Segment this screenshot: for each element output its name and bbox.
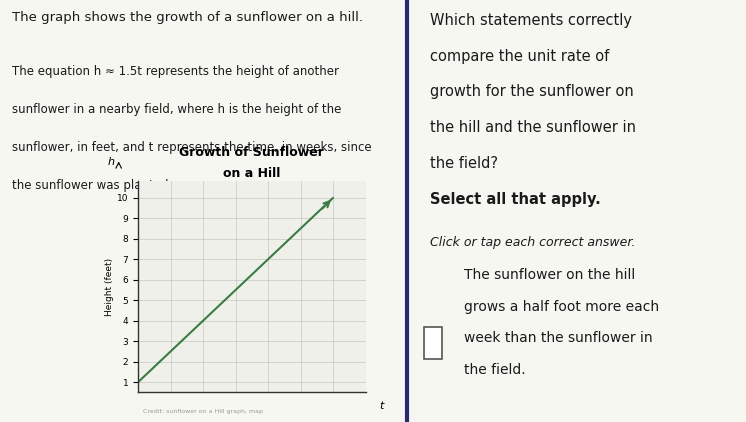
Text: week than the sunflower in: week than the sunflower in bbox=[464, 331, 653, 345]
Text: the hill and the sunflower in: the hill and the sunflower in bbox=[430, 120, 636, 135]
Text: compare the unit rate of: compare the unit rate of bbox=[430, 49, 609, 64]
Text: sunflower, in feet, and t represents the time, in weeks, since: sunflower, in feet, and t represents the… bbox=[12, 141, 372, 154]
Text: h: h bbox=[107, 157, 114, 167]
Text: sunflower in a nearby field, where h is the height of the: sunflower in a nearby field, where h is … bbox=[12, 103, 342, 116]
Text: The sunflower on the hill: The sunflower on the hill bbox=[464, 268, 636, 282]
Text: on a Hill: on a Hill bbox=[223, 167, 280, 180]
Text: growth for the sunflower on: growth for the sunflower on bbox=[430, 84, 634, 100]
Text: Growth of Sunflower: Growth of Sunflower bbox=[179, 146, 325, 159]
Text: t: t bbox=[379, 401, 383, 411]
Text: Select all that apply.: Select all that apply. bbox=[430, 192, 601, 207]
Text: the field?: the field? bbox=[430, 156, 498, 171]
Text: grows a half foot more each: grows a half foot more each bbox=[464, 300, 659, 314]
Text: Which statements correctly: Which statements correctly bbox=[430, 13, 633, 28]
Text: The equation h ≈ 1.5t represents the height of another: The equation h ≈ 1.5t represents the hei… bbox=[12, 65, 339, 78]
FancyBboxPatch shape bbox=[424, 327, 442, 359]
Y-axis label: Height (feet): Height (feet) bbox=[105, 258, 114, 316]
Text: The graph shows the growth of a sunflower on a hill.: The graph shows the growth of a sunflowe… bbox=[12, 11, 363, 24]
Text: Click or tap each correct answer.: Click or tap each correct answer. bbox=[430, 236, 636, 249]
Text: Credit: sunflower on a Hill graph, map: Credit: sunflower on a Hill graph, map bbox=[143, 409, 263, 414]
Text: the sunflower was planted.: the sunflower was planted. bbox=[12, 179, 172, 192]
Text: the field.: the field. bbox=[464, 363, 526, 377]
